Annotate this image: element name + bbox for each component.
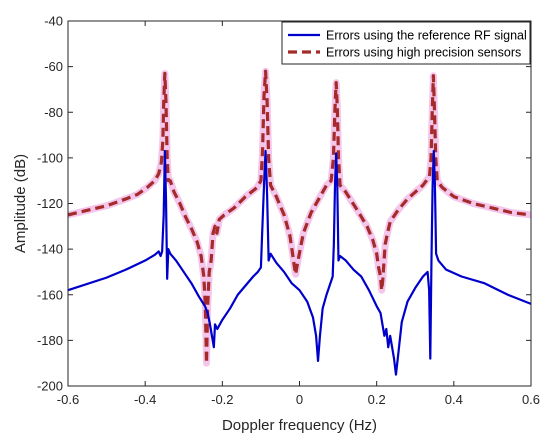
x-axis-label: Doppler frequency (Hz) xyxy=(222,417,377,434)
legend-label-0: Errors using the reference RF signal xyxy=(326,29,527,43)
y-tick-label: -80 xyxy=(44,105,63,120)
y-tick-label: -140 xyxy=(37,242,63,257)
series-line-0 xyxy=(68,149,531,376)
x-tick-label: 0.6 xyxy=(522,392,540,407)
x-tick-label: 0 xyxy=(296,392,303,407)
axes-layer: -0.6 -0.4 -0.2 0 0.2 0.4 0.6 -200 -180 -160 -140 -1… xyxy=(37,14,540,408)
x-tick-label: 0.4 xyxy=(445,392,463,407)
x-tick-label: 0.2 xyxy=(368,392,386,407)
series-line-1 xyxy=(68,69,531,365)
legend: Errors using the reference RF signal Erro… xyxy=(281,21,531,65)
legend-label-1: Errors using high precision sensors xyxy=(326,46,521,60)
y-tick-label: -120 xyxy=(37,196,63,211)
x-tick-label: -0.2 xyxy=(211,392,233,407)
y-axis-label: Amplitude (dB) xyxy=(12,154,29,253)
x-tick-label: -0.4 xyxy=(134,392,156,407)
y-tick-label: -200 xyxy=(37,379,63,394)
y-tick-label: -60 xyxy=(44,59,63,74)
y-tick-label: -160 xyxy=(37,287,63,302)
legend-box xyxy=(281,21,531,65)
y-tick-label: -180 xyxy=(37,333,63,348)
y-tick-label: -40 xyxy=(44,14,63,29)
y-tick-label: -100 xyxy=(37,150,63,165)
plot-layer xyxy=(68,67,531,376)
x-tick-label: -0.6 xyxy=(57,392,79,407)
